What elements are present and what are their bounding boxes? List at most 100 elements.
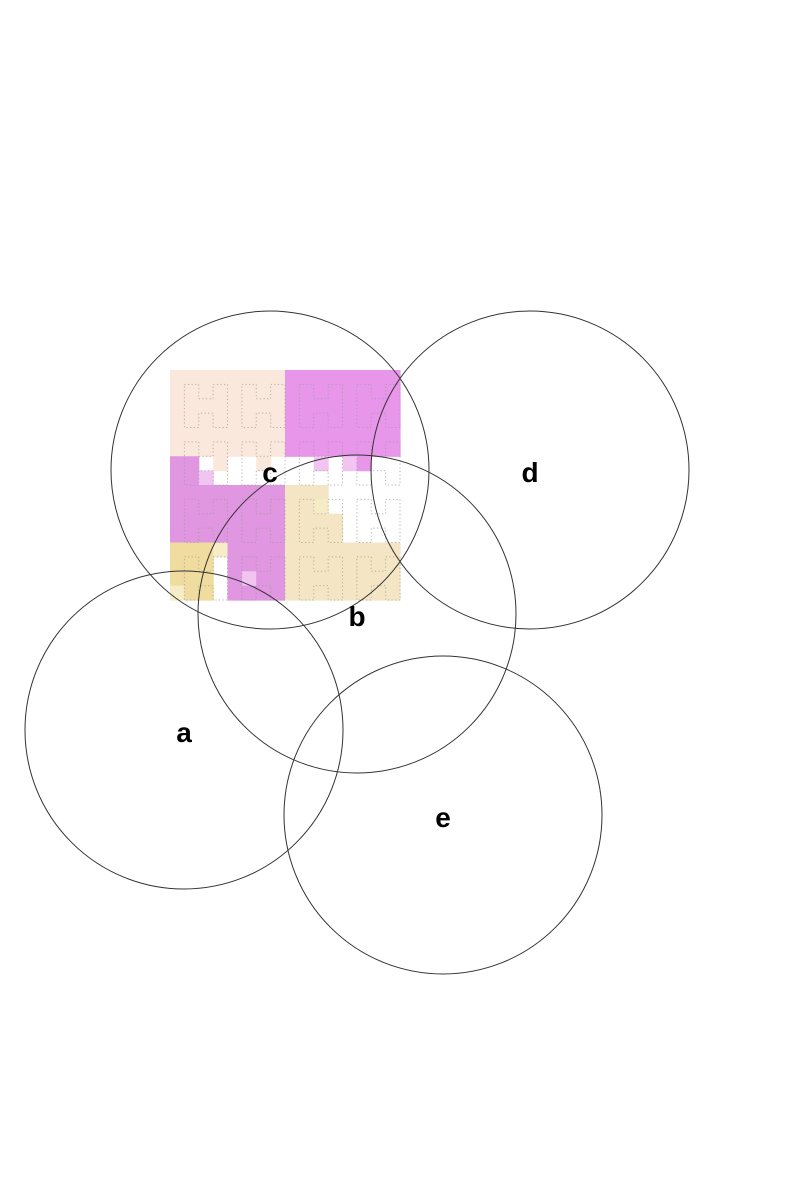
cell-d bbox=[342, 398, 358, 414]
cell-c bbox=[198, 370, 214, 385]
cell-e bbox=[313, 571, 329, 587]
cell-d bbox=[342, 370, 358, 385]
cell-c bbox=[213, 398, 229, 414]
cell-c bbox=[227, 398, 243, 414]
cell-a bbox=[184, 571, 200, 587]
cell-c bbox=[170, 398, 185, 414]
cell-d bbox=[313, 413, 329, 429]
cell-b bbox=[241, 585, 257, 601]
label-a: a bbox=[176, 717, 192, 748]
overlap-circles bbox=[24, 310, 690, 975]
cell-d bbox=[328, 413, 344, 429]
cell-b bbox=[241, 513, 257, 529]
cell-d bbox=[342, 441, 358, 457]
cell-e bbox=[328, 585, 344, 601]
cell-b bbox=[170, 485, 185, 500]
cell-b bbox=[198, 528, 214, 544]
cell-c bbox=[256, 384, 272, 400]
cell-b bbox=[227, 585, 243, 601]
cell-c bbox=[170, 370, 185, 385]
cell-a-light bbox=[213, 542, 229, 558]
cell-b bbox=[170, 499, 185, 515]
cell-d bbox=[299, 398, 315, 414]
cell-e bbox=[285, 499, 300, 515]
cell-c bbox=[184, 370, 200, 385]
cell-b bbox=[170, 528, 185, 544]
cell-b bbox=[184, 499, 200, 515]
cell-c bbox=[170, 384, 185, 400]
circle-e bbox=[283, 655, 603, 975]
cell-e bbox=[371, 556, 387, 572]
cell-a bbox=[184, 556, 200, 572]
cell-d bbox=[385, 384, 401, 400]
cell-e bbox=[371, 542, 387, 558]
cell-c bbox=[270, 413, 286, 429]
cell-b bbox=[227, 499, 243, 515]
cell-d bbox=[328, 384, 344, 400]
cell-b bbox=[184, 470, 200, 486]
cell-b bbox=[227, 485, 243, 500]
cell-d bbox=[385, 413, 401, 429]
cell-e bbox=[285, 485, 300, 500]
cell-c bbox=[213, 456, 229, 472]
cell-b bbox=[256, 528, 272, 544]
cell-e bbox=[299, 499, 315, 515]
cell-b bbox=[241, 499, 257, 515]
cell-d bbox=[342, 413, 358, 429]
cell-a bbox=[170, 556, 185, 572]
cell-b bbox=[241, 542, 257, 558]
cell-b bbox=[213, 499, 229, 515]
cell-e bbox=[313, 528, 329, 544]
cell-e bbox=[356, 542, 372, 558]
cell-d bbox=[328, 370, 344, 385]
cell-a-light bbox=[313, 499, 329, 515]
cell-e bbox=[313, 556, 329, 572]
cell-e bbox=[313, 542, 329, 558]
cell-d bbox=[285, 413, 300, 429]
cell-e bbox=[385, 556, 401, 572]
cell-c bbox=[270, 384, 286, 400]
label-b: b bbox=[348, 601, 365, 632]
cell-d bbox=[313, 427, 329, 443]
cell-c bbox=[241, 398, 257, 414]
cell-d bbox=[356, 370, 372, 385]
cell-d bbox=[385, 427, 401, 443]
cell-b bbox=[270, 542, 286, 558]
cell-c bbox=[198, 413, 214, 429]
cell-e bbox=[342, 585, 358, 601]
cell-d bbox=[356, 441, 372, 457]
cell-c bbox=[241, 370, 257, 385]
cell-b-light bbox=[313, 456, 329, 472]
cell-c bbox=[198, 384, 214, 400]
cell-e bbox=[299, 485, 315, 500]
label-d: d bbox=[521, 457, 538, 488]
cell-b bbox=[184, 485, 200, 500]
cell-d bbox=[328, 398, 344, 414]
cell-e bbox=[299, 585, 315, 601]
cell-e bbox=[299, 542, 315, 558]
cell-b bbox=[256, 571, 272, 587]
cell-d bbox=[313, 441, 329, 457]
cell-e bbox=[285, 585, 300, 601]
cell-b bbox=[198, 499, 214, 515]
cell-d bbox=[285, 370, 300, 385]
circle-d bbox=[370, 310, 690, 630]
cell-e bbox=[328, 528, 344, 544]
cell-b-light bbox=[342, 456, 358, 472]
cell-d bbox=[385, 441, 401, 457]
cell-e bbox=[313, 485, 329, 500]
cell-e bbox=[385, 571, 401, 587]
cell-e bbox=[299, 528, 315, 544]
cell-b bbox=[184, 456, 200, 472]
cell-d bbox=[385, 370, 401, 385]
cell-c bbox=[213, 370, 229, 385]
cell-a bbox=[184, 542, 200, 558]
cell-e bbox=[313, 585, 329, 601]
cell-e bbox=[328, 513, 344, 529]
cell-e bbox=[285, 556, 300, 572]
cell-c bbox=[184, 427, 200, 443]
cell-d bbox=[299, 427, 315, 443]
cell-d bbox=[299, 441, 315, 457]
cell-e bbox=[285, 513, 300, 529]
